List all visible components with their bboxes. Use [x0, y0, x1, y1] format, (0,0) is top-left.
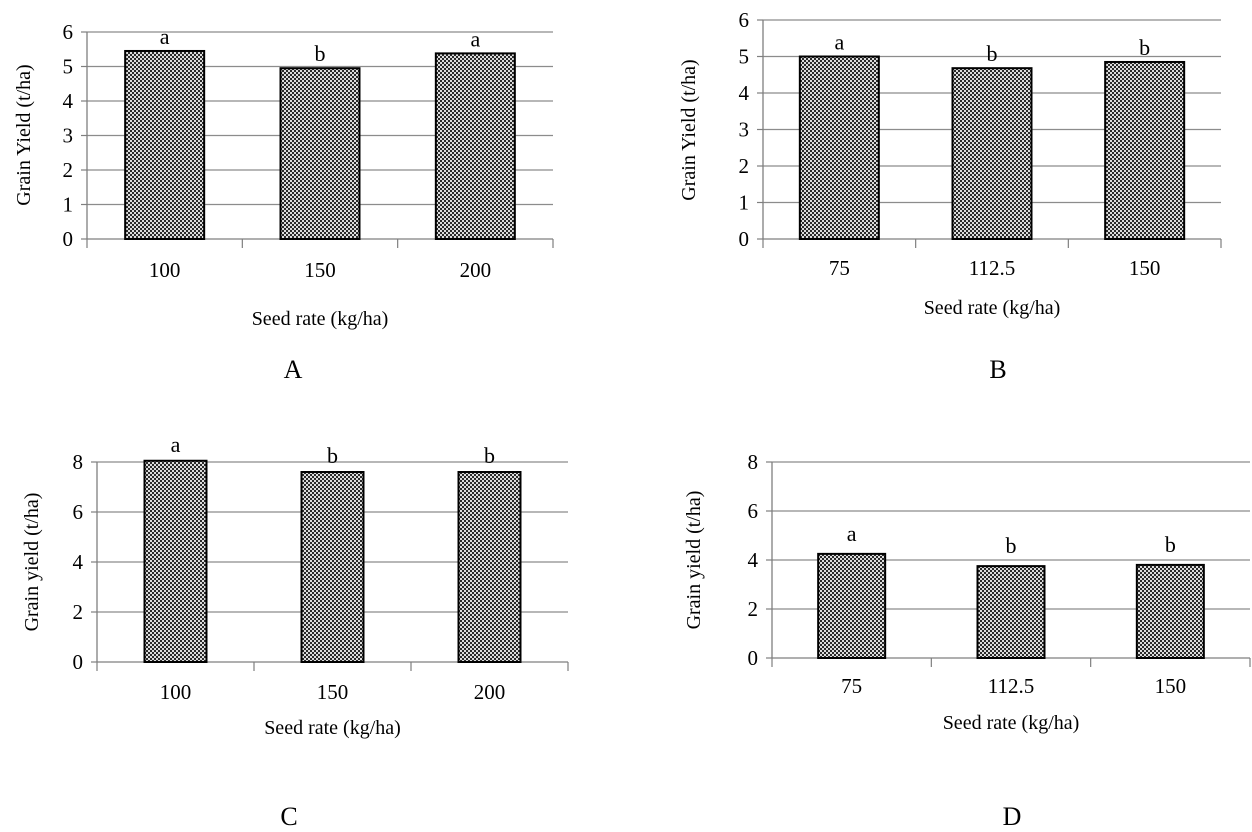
significance-letter: a: [834, 30, 844, 55]
y-tick-label: 6: [73, 500, 84, 524]
y-axis-label: Grain Yield (t/ha): [13, 64, 35, 205]
significance-letter: b: [1006, 533, 1017, 558]
y-tick-label: 5: [63, 55, 74, 79]
x-tick-label: 150: [1129, 256, 1161, 280]
y-tick-label: 1: [739, 191, 750, 215]
bar: [300, 471, 365, 663]
bar: [817, 552, 887, 659]
chart-panel-b: 0 1 2 3 4 5 6 a 75 b 112.5 b 150 Seed rate (kg/ha) Gra…: [678, 8, 1222, 319]
x-tick-label: 150: [1155, 674, 1187, 698]
y-tick-label: 0: [63, 227, 74, 251]
y-tick-label: 4: [63, 89, 74, 113]
x-axis-label: Seed rate (kg/ha): [943, 712, 1080, 734]
chart-panel-d: 0 2 4 6 8 a 75 b 112.5 b 150 Seed rate (kg/ha) Grain…: [683, 450, 1251, 734]
panel-label-c: C: [280, 802, 298, 831]
chart-panel-a: 0 1 2 3 4 5 6 a 100 b 150 a 200 Seed rate (kg/ha) Grai…: [13, 20, 554, 330]
bar: [143, 459, 208, 663]
significance-letter: b: [315, 41, 326, 66]
y-tick-label: 3: [63, 124, 74, 148]
x-axis-label: Seed rate (kg/ha): [924, 297, 1061, 319]
significance-letter: b: [1139, 35, 1150, 60]
x-axis-label: Seed rate (kg/ha): [264, 717, 401, 739]
bar: [1104, 60, 1186, 240]
bar: [434, 52, 516, 240]
significance-letter: b: [327, 443, 338, 468]
bar: [1135, 563, 1205, 660]
chart-panel-c: 0 2 4 6 8 a 100 b 150 b 200 Seed rate (kg/ha) Grain …: [21, 432, 569, 739]
bar: [279, 67, 361, 240]
x-tick-label: 75: [829, 256, 850, 280]
y-tick-label: 6: [739, 8, 750, 32]
significance-letter: a: [847, 521, 857, 546]
significance-letter: a: [160, 24, 170, 49]
x-tick-label: 100: [149, 258, 181, 282]
y-tick-label: 4: [748, 548, 759, 572]
y-tick-label: 0: [739, 227, 750, 251]
y-axis-label: Grain yield (t/ha): [683, 491, 705, 630]
y-tick-label: 0: [73, 650, 84, 674]
significance-letter: b: [1165, 532, 1176, 557]
significance-letter: b: [987, 41, 998, 66]
significance-letter: a: [171, 432, 181, 457]
y-tick-label: 2: [748, 597, 759, 621]
y-tick-label: 5: [739, 45, 750, 69]
y-tick-label: 0: [748, 646, 759, 670]
bar: [976, 565, 1046, 659]
x-tick-label: 100: [160, 680, 192, 704]
panel-label-a: A: [283, 355, 303, 384]
bar: [124, 49, 206, 240]
bar: [798, 55, 880, 240]
y-tick-label: 6: [63, 20, 74, 44]
x-tick-label: 150: [304, 258, 336, 282]
y-axis-label: Grain yield (t/ha): [21, 493, 43, 632]
y-tick-label: 6: [748, 499, 759, 523]
significance-letter: b: [484, 443, 495, 468]
y-tick-label: 8: [73, 450, 84, 474]
x-axis-label: Seed rate (kg/ha): [252, 308, 389, 330]
y-axis-label: Grain Yield (t/ha): [678, 59, 700, 200]
x-tick-label: 150: [317, 680, 349, 704]
x-tick-label: 112.5: [988, 674, 1034, 698]
y-tick-label: 2: [739, 154, 750, 178]
y-tick-label: 2: [63, 158, 74, 182]
x-tick-label: 112.5: [969, 256, 1015, 280]
x-tick-label: 200: [460, 258, 492, 282]
x-tick-label: 75: [841, 674, 862, 698]
y-tick-label: 1: [63, 193, 74, 217]
y-tick-label: 2: [73, 600, 84, 624]
panel-label-b: B: [989, 355, 1007, 384]
x-tick-label: 200: [474, 680, 506, 704]
y-tick-label: 3: [739, 118, 750, 142]
y-tick-label: 4: [73, 550, 84, 574]
bar: [951, 67, 1033, 241]
significance-letter: a: [470, 26, 480, 51]
y-tick-label: 4: [739, 81, 750, 105]
panel-label-d: D: [1002, 802, 1022, 831]
y-tick-label: 8: [748, 450, 759, 474]
bar: [457, 471, 522, 663]
